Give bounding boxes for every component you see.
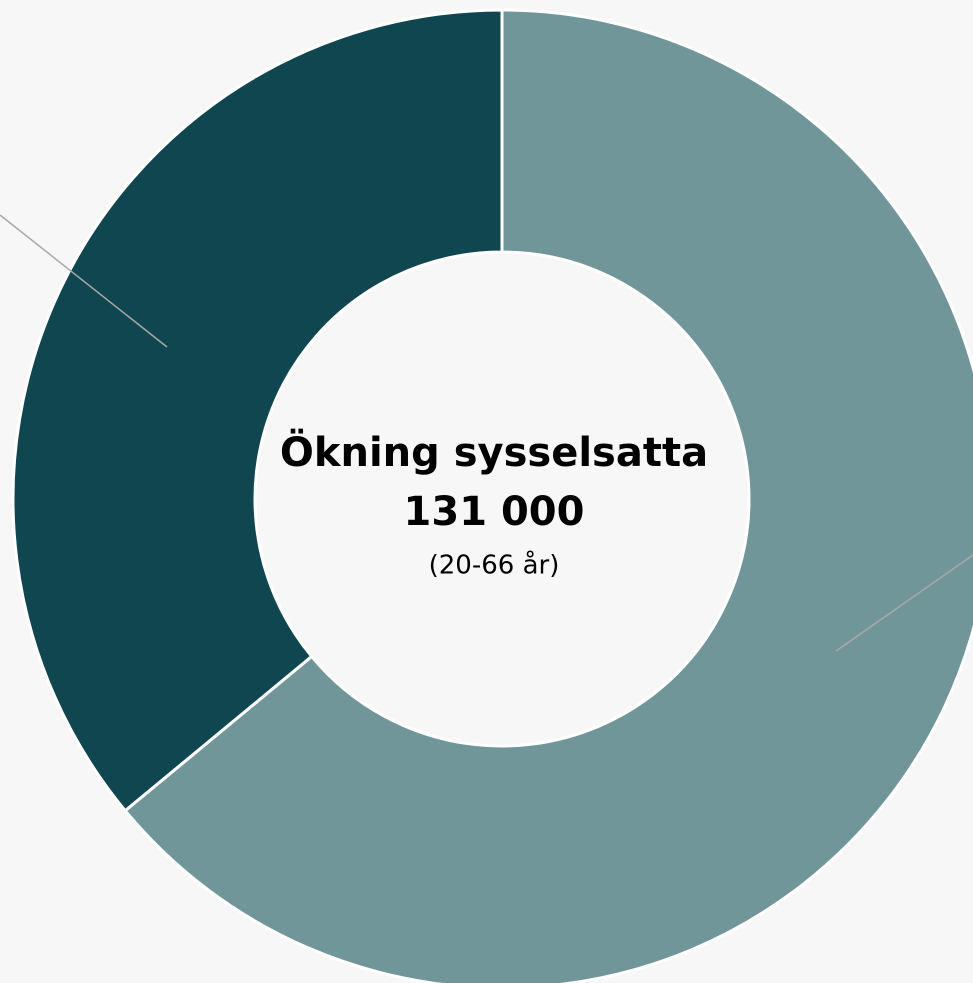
center-note: (20-66 år) [429,550,560,581]
center-title: Ökning sysselsatta [280,428,708,476]
donut-segment [123,8,973,983]
center-value: 131 000 [404,489,585,535]
donut-segment [11,8,504,813]
leader-line [835,554,973,652]
segments [11,8,973,983]
leader-line [0,214,168,348]
